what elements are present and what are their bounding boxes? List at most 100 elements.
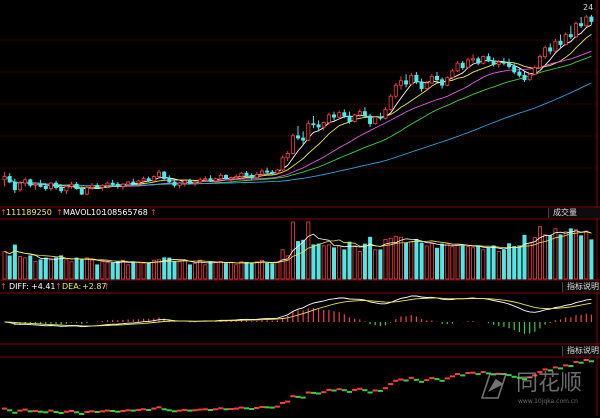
volume-bar bbox=[527, 242, 532, 280]
volume-bar bbox=[136, 261, 141, 280]
bottom-indicator-segment bbox=[372, 389, 378, 392]
candle-body bbox=[465, 59, 470, 69]
bottom-indicator-segment bbox=[300, 396, 306, 399]
brand-url: www.10jqka.com.cn bbox=[518, 398, 578, 405]
volume-bar bbox=[285, 255, 290, 280]
bottom-indicator-segment bbox=[22, 408, 28, 411]
bottom-indicator-segment bbox=[125, 409, 131, 412]
bottom-indicator-segment bbox=[130, 409, 136, 412]
candle-body bbox=[167, 178, 172, 183]
candle-body bbox=[146, 178, 151, 182]
macd-indicator-button[interactable]: 指标说明 bbox=[562, 282, 600, 292]
bottom-indicator-segment bbox=[94, 411, 100, 413]
candle-body bbox=[558, 40, 563, 45]
volume-bar bbox=[404, 242, 409, 280]
bottom-indicator-segment bbox=[285, 400, 291, 403]
candle-body bbox=[574, 23, 579, 38]
candle-body bbox=[326, 114, 331, 124]
candle-body bbox=[249, 174, 254, 178]
volume-bar bbox=[445, 243, 450, 280]
volume-bar bbox=[584, 230, 589, 280]
volume-bar bbox=[393, 235, 398, 280]
bottom-indicator-segment bbox=[578, 361, 584, 364]
candle-body bbox=[131, 181, 136, 184]
candle-body bbox=[589, 16, 594, 22]
bottom-indicator-segment bbox=[310, 391, 316, 394]
bottom-indicator-segment bbox=[408, 376, 414, 379]
volume-bar bbox=[270, 263, 275, 280]
bottom-indicator-segment bbox=[38, 410, 44, 413]
candle-body bbox=[126, 181, 131, 185]
candle-body bbox=[507, 62, 512, 67]
bottom-indicator-segment bbox=[470, 371, 476, 374]
candle-body bbox=[280, 157, 285, 171]
candle-body bbox=[59, 187, 64, 192]
volume-bar bbox=[141, 262, 146, 280]
volume-bar bbox=[198, 259, 203, 280]
ma5-line bbox=[4, 24, 592, 190]
volume-bar bbox=[543, 234, 548, 280]
bottom-indicator-segment bbox=[259, 406, 265, 408]
volume-bar bbox=[2, 251, 7, 280]
candle-body bbox=[424, 82, 429, 89]
volume-bar bbox=[311, 244, 316, 280]
candle-body bbox=[43, 185, 48, 189]
candle-body bbox=[316, 124, 321, 128]
volume-bar bbox=[156, 259, 161, 280]
volume-bar bbox=[192, 263, 197, 280]
bottom-indicator-segment bbox=[264, 406, 270, 409]
ma10-line bbox=[4, 34, 592, 189]
bottom-indicator-segment bbox=[326, 388, 332, 391]
candle-body bbox=[23, 179, 28, 184]
volume-bar bbox=[239, 261, 244, 280]
bottom-indicator-segment bbox=[413, 378, 419, 381]
candle-body bbox=[12, 181, 17, 191]
bottom-indicator-button[interactable]: 指标说明 bbox=[562, 346, 600, 356]
volume-bar bbox=[352, 245, 357, 280]
bottom-indicator-segment bbox=[48, 409, 54, 412]
volume-bar bbox=[259, 259, 264, 280]
candle-body bbox=[460, 62, 465, 69]
bottom-indicator-segment bbox=[475, 373, 481, 376]
volume-bar bbox=[151, 259, 156, 280]
brand-name: 同花顺 bbox=[516, 371, 583, 396]
volume-bar bbox=[23, 257, 28, 280]
volume-bar bbox=[331, 247, 336, 280]
candle-body bbox=[218, 174, 223, 180]
mavol10-value: 108565768 bbox=[102, 208, 148, 217]
volume-bar bbox=[254, 261, 259, 280]
candle-body bbox=[290, 135, 295, 154]
volume-bar bbox=[373, 249, 378, 280]
volume-bar bbox=[43, 257, 48, 280]
volume-bar bbox=[563, 231, 568, 280]
candle-body bbox=[357, 111, 362, 116]
bottom-indicator-segment bbox=[455, 373, 461, 376]
candle-body bbox=[115, 183, 120, 187]
dea-arrow: ↑ bbox=[55, 282, 62, 291]
bottom-indicator-segment bbox=[583, 359, 589, 361]
candle-body bbox=[203, 178, 208, 181]
diff-line bbox=[4, 295, 592, 328]
bottom-indicator-segment bbox=[115, 410, 121, 413]
bottom-indicator-segment bbox=[156, 406, 162, 409]
bottom-indicator-segment bbox=[547, 369, 553, 372]
candle-body bbox=[105, 182, 110, 186]
candle-body bbox=[476, 58, 481, 64]
bottom-indicator-segment bbox=[336, 388, 342, 391]
bottom-indicator-segment bbox=[58, 412, 64, 414]
candle-body bbox=[501, 61, 506, 64]
price-corner-label: 24 bbox=[583, 3, 594, 12]
bottom-indicator-segment bbox=[552, 366, 558, 369]
bottom-indicator-segment bbox=[89, 410, 95, 413]
candle-body bbox=[192, 181, 197, 184]
volume-bar bbox=[476, 245, 481, 280]
volume-bar bbox=[172, 261, 177, 280]
candle-body bbox=[141, 178, 146, 182]
candle-body bbox=[434, 76, 439, 81]
volume-bar bbox=[126, 264, 131, 280]
volume-indicator-button[interactable]: 成交量 bbox=[548, 208, 600, 218]
candle-body bbox=[198, 179, 203, 183]
volume-bar bbox=[455, 243, 460, 280]
